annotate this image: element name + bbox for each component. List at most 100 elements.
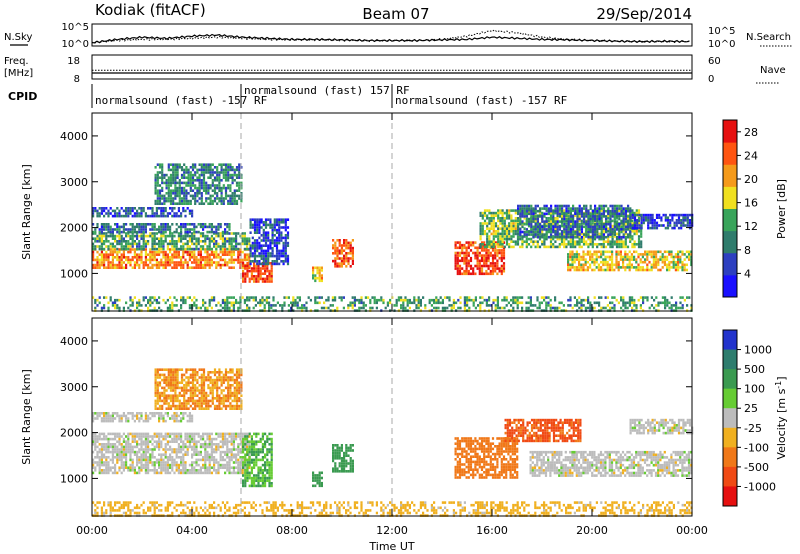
heatmap-cell	[131, 228, 134, 231]
heatmap-cell	[273, 254, 276, 258]
heatmap-cell	[580, 255, 583, 259]
heatmap-cell	[487, 259, 490, 263]
heatmap-cell	[318, 266, 321, 270]
heatmap-cell	[584, 253, 587, 256]
heatmap-cell	[162, 240, 165, 243]
heatmap-cell	[217, 223, 220, 226]
heatmap-cell	[224, 250, 227, 254]
heatmap-cell	[228, 242, 231, 246]
heatmap-cell	[578, 237, 581, 241]
heatmap-cell	[556, 228, 559, 231]
heatmap-cell	[283, 301, 286, 305]
heatmap-cell	[98, 237, 101, 240]
heatmap-cell	[519, 217, 522, 221]
heatmap-cell	[582, 304, 585, 307]
heatmap-cell	[569, 243, 572, 246]
heatmap-cell	[199, 263, 202, 267]
heatmap-cell	[519, 209, 522, 213]
heatmap-cell	[133, 234, 136, 238]
heatmap-cell	[237, 247, 240, 251]
heatmap-cell	[211, 194, 214, 198]
heatmap-cell	[552, 235, 555, 239]
heatmap-cell	[637, 217, 641, 220]
heatmap-cell	[105, 443, 108, 446]
heatmap-cell	[224, 171, 228, 174]
heatmap-cell	[100, 228, 103, 231]
heatmap-cell	[501, 217, 504, 220]
heatmap-cell	[266, 269, 269, 273]
heatmap-cell	[275, 231, 279, 234]
heatmap-cell	[169, 304, 172, 307]
heatmap-cell	[280, 221, 283, 224]
heatmap-cell	[569, 268, 572, 272]
heatmap-cell	[248, 280, 251, 283]
heatmap-cell	[351, 249, 354, 252]
heatmap-cell	[230, 242, 233, 246]
heatmap-cell	[127, 214, 130, 218]
heatmap-cell	[567, 211, 570, 215]
heatmap-cell	[343, 239, 346, 242]
heatmap-cell	[261, 296, 264, 299]
heatmap-cell	[188, 212, 191, 215]
heatmap-cell	[343, 244, 346, 247]
heatmap-cell	[103, 448, 106, 451]
heatmap-cell	[608, 268, 611, 272]
heatmap-cell	[690, 258, 693, 261]
heatmap-cell	[517, 207, 520, 210]
heatmap-cell	[142, 263, 145, 267]
heatmap-cell	[481, 217, 484, 220]
heatmap-cell	[129, 458, 132, 462]
heatmap-cell	[670, 296, 673, 299]
heatmap-cell	[118, 240, 121, 243]
heatmap-cell	[569, 215, 572, 218]
heatmap-cell	[248, 261, 251, 264]
heatmap-cell	[547, 219, 550, 223]
heatmap-cell	[131, 237, 134, 240]
heatmap-cell	[595, 260, 598, 264]
heatmap-cell	[532, 243, 535, 246]
heatmap-cell	[122, 250, 125, 254]
heatmap-cell	[178, 184, 181, 187]
heatmap-cell	[624, 245, 627, 249]
heatmap-cell	[166, 258, 169, 262]
heatmap-cell	[103, 242, 106, 246]
heatmap-cell	[466, 296, 469, 299]
heatmap-cell	[229, 199, 232, 203]
heatmap-cell	[131, 207, 134, 210]
heatmap-cell	[600, 228, 603, 231]
heatmap-cell	[213, 242, 216, 246]
heatmap-cell	[640, 224, 643, 227]
heatmap-cell	[140, 261, 143, 264]
heatmap-cell	[489, 272, 492, 276]
heatmap-cell	[655, 255, 658, 259]
heatmap-cell	[349, 301, 352, 305]
heatmap-cell	[230, 266, 233, 269]
heatmap-cell	[660, 216, 663, 219]
heatmap-cell	[224, 168, 228, 172]
heatmap-cell	[221, 301, 224, 305]
heatmap-cell	[185, 176, 188, 179]
heatmap-cell	[231, 181, 234, 185]
heatmap-cell	[187, 192, 190, 195]
heatmap-cell	[180, 304, 183, 307]
heatmap-cell	[575, 253, 578, 256]
heatmap-cell	[200, 166, 203, 169]
heatmap-cell	[663, 255, 666, 259]
heatmap-cell	[164, 263, 167, 267]
heatmap-cell	[298, 298, 301, 302]
heatmap-cell	[259, 277, 262, 281]
heatmap-cell	[523, 207, 526, 210]
heatmap-cell	[573, 260, 576, 264]
heatmap-cell	[213, 256, 216, 259]
noise-panel-frame	[91, 23, 693, 47]
heatmap-cell	[186, 234, 189, 238]
heatmap-cell	[483, 241, 486, 244]
colorbar-segment	[723, 208, 737, 232]
heatmap-cell	[580, 245, 583, 249]
heatmap-cell	[666, 224, 670, 227]
heatmap-cell	[219, 258, 222, 262]
heatmap-cell	[186, 245, 189, 248]
heatmap-cell	[536, 225, 539, 229]
heatmap-cell	[259, 269, 262, 273]
heatmap-cell	[224, 263, 227, 267]
